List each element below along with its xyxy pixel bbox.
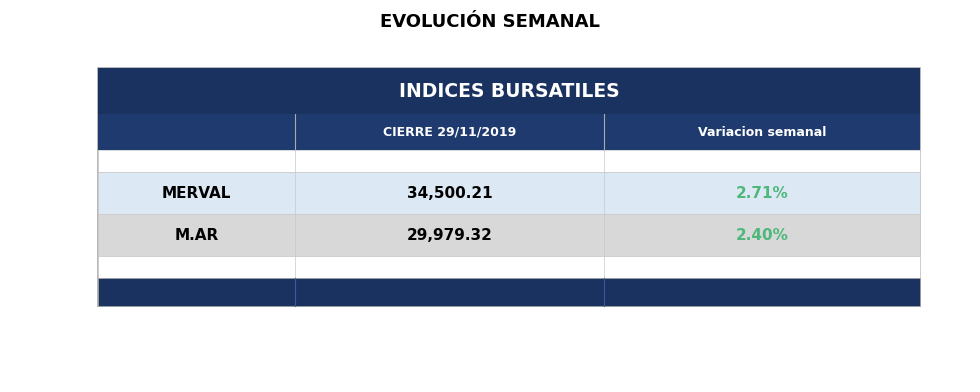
- Text: Variacion semanal: Variacion semanal: [698, 125, 826, 138]
- Bar: [98, 68, 920, 114]
- Bar: [98, 172, 920, 214]
- Bar: [98, 256, 920, 278]
- Text: 2.71%: 2.71%: [735, 185, 788, 200]
- Text: 2.40%: 2.40%: [735, 227, 788, 243]
- Bar: [98, 114, 920, 150]
- Bar: [98, 214, 920, 256]
- Text: INDICES BURSATILES: INDICES BURSATILES: [399, 82, 619, 100]
- Text: EVOLUCIÓN SEMANAL: EVOLUCIÓN SEMANAL: [380, 13, 600, 31]
- Bar: [98, 150, 920, 172]
- Bar: [98, 68, 920, 306]
- Text: 34,500.21: 34,500.21: [407, 185, 492, 200]
- Text: 29,979.32: 29,979.32: [407, 227, 492, 243]
- Text: CIERRE 29/11/2019: CIERRE 29/11/2019: [383, 125, 516, 138]
- Bar: [98, 278, 920, 306]
- Text: MERVAL: MERVAL: [162, 185, 231, 200]
- Text: M.AR: M.AR: [174, 227, 219, 243]
